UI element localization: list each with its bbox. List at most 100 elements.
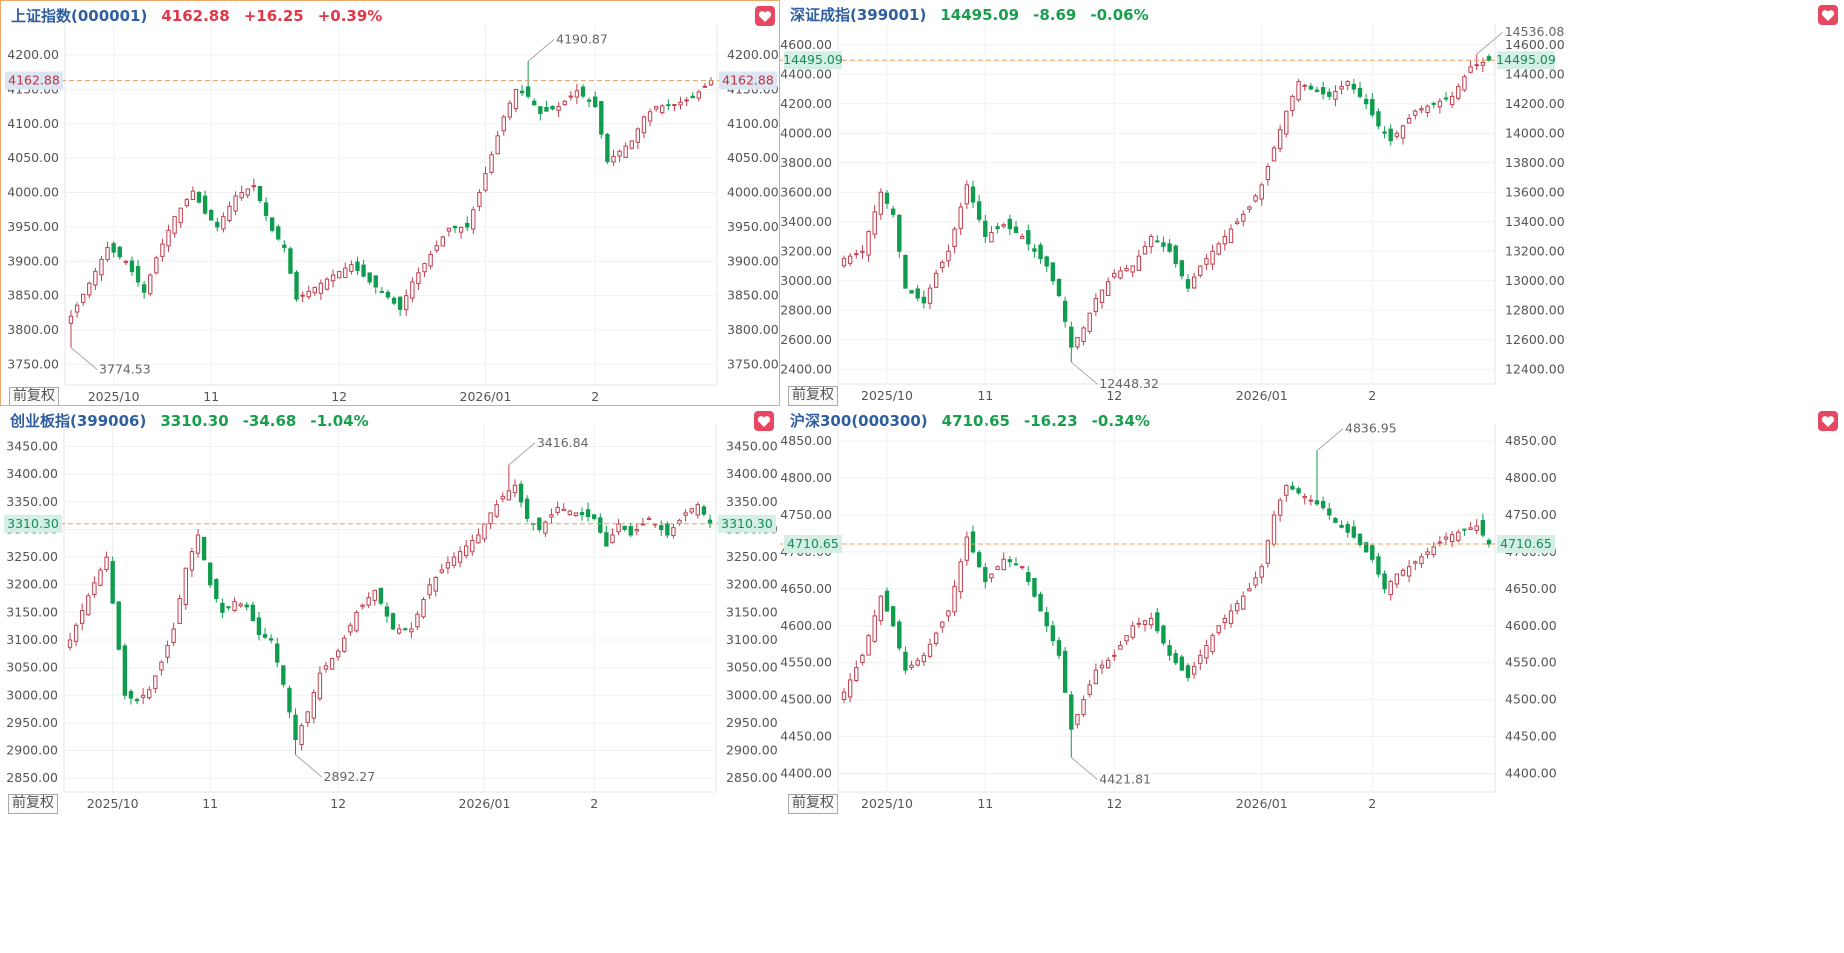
candle (1173, 649, 1178, 666)
candle (1443, 91, 1449, 102)
adjust-mode-button[interactable]: 前复权 (9, 387, 59, 405)
candle (1161, 236, 1166, 252)
candle (860, 244, 865, 259)
candle (1474, 519, 1479, 534)
plot-frame (64, 25, 718, 386)
candle (970, 180, 976, 208)
candle (507, 100, 513, 121)
reference-tag-right: 3310.30 (718, 514, 776, 533)
y-tick-label-left: 3000.00 (6, 687, 58, 702)
candle (80, 603, 85, 631)
candle (622, 525, 627, 532)
candle (306, 285, 311, 300)
candle (1001, 222, 1006, 229)
candle (1210, 633, 1215, 655)
candle (471, 206, 476, 235)
favorite-heart-icon[interactable] (1818, 411, 1838, 431)
low-annotation: 12448.32 (1071, 361, 1159, 391)
candle (1265, 539, 1271, 568)
candle (416, 267, 421, 291)
candle (1081, 695, 1086, 718)
candle (1290, 481, 1295, 491)
candle (202, 190, 208, 215)
candle (348, 622, 353, 636)
candle (342, 635, 347, 653)
candlestick-chart[interactable]: 4850.00 4850.00 4800.00 4800.00 4750.00 4750.… (780, 406, 1844, 953)
favorite-heart-icon[interactable] (1818, 5, 1838, 25)
candle (646, 515, 652, 521)
candle (275, 637, 280, 668)
svg-text:4710.65: 4710.65 (1500, 536, 1552, 551)
candle (585, 502, 591, 522)
candle (1320, 496, 1326, 511)
candle (372, 589, 377, 606)
y-tick-label-left: 13000.00 (780, 273, 832, 288)
candlestick-chart[interactable]: 3450.00 3450.00 3400.00 3400.00 3350.00 3350.… (0, 406, 780, 953)
candle (257, 186, 263, 204)
candle (129, 256, 135, 276)
index-name: 创业板指 (10, 412, 71, 430)
candle (215, 217, 220, 232)
y-tick-label-left: 14000.00 (780, 125, 832, 140)
favorite-heart-icon[interactable] (755, 6, 775, 26)
candle (872, 609, 877, 644)
candle (104, 551, 109, 572)
candle (964, 180, 970, 209)
candle (1124, 635, 1129, 645)
candle (1191, 272, 1197, 289)
panel-shanghai[interactable]: 上证指数(000001) 4162.88 +16.25 +0.39% 4200.00 42… (0, 0, 780, 406)
candle (244, 602, 249, 611)
candle (629, 140, 634, 150)
candle (409, 622, 414, 639)
y-tick-label-right: 13600.00 (1505, 184, 1565, 199)
candle (201, 536, 207, 561)
candle (1413, 560, 1418, 571)
candle (1185, 663, 1191, 682)
candle (1099, 660, 1105, 675)
x-tick-label: 2026/01 (1236, 388, 1288, 403)
candle (1075, 713, 1080, 729)
candle (1050, 620, 1056, 646)
candlestick-chart[interactable]: 4200.004200.004150.004150.004100.004100.… (1, 1, 780, 406)
candle (660, 104, 665, 115)
candle (396, 623, 402, 635)
candle (476, 528, 481, 544)
y-tick-label-right: 4850.00 (1505, 433, 1557, 448)
svg-text:14495.09: 14495.09 (1496, 52, 1556, 67)
y-tick-label-right: 2950.00 (726, 715, 778, 730)
y-tick-label-left: 13400.00 (780, 214, 832, 229)
candle (464, 540, 469, 559)
percent-change: -1.04% (310, 412, 369, 430)
x-tick-label: 2026/01 (1236, 796, 1288, 811)
adjust-mode-button[interactable]: 前复权 (788, 386, 838, 406)
favorite-heart-icon[interactable] (754, 411, 774, 431)
candle (153, 675, 158, 694)
candle (690, 91, 695, 99)
candles (68, 61, 714, 348)
price-change: -16.23 (1023, 412, 1078, 430)
candle (427, 577, 432, 600)
adjust-mode-button[interactable]: 前复权 (8, 794, 58, 814)
panel-csi300[interactable]: 沪深300(000300) 4710.65 -16.23 -0.34% 4850.00 4… (780, 406, 1844, 953)
candle (1351, 520, 1357, 540)
candlestick-chart[interactable]: 14600.00 14600.00 14400.00 14400.00 14200.00… (780, 0, 1844, 406)
candle (214, 578, 219, 603)
candle (574, 83, 580, 105)
candle (1167, 239, 1172, 254)
y-tick-label-right: 3250.00 (726, 549, 778, 564)
y-tick-label-right: 3350.00 (726, 494, 778, 509)
candle (251, 178, 257, 192)
candle (1302, 493, 1307, 505)
candle (1486, 53, 1492, 62)
candle (1431, 542, 1436, 558)
candle (549, 508, 554, 524)
candle (263, 197, 269, 222)
candle (177, 594, 182, 625)
panel-chinext[interactable]: 创业板指(399006) 3310.30 -34.68 -1.04% 3450.00 34… (0, 406, 780, 953)
candle (1148, 612, 1154, 630)
panel-shenzhen[interactable]: 深证成指(399001) 14495.09 -8.69 -0.06% 14600.00 1… (780, 0, 1844, 406)
candle (1112, 649, 1117, 662)
candle (451, 552, 457, 569)
adjust-mode-button[interactable]: 前复权 (788, 794, 838, 814)
candle (1247, 582, 1252, 592)
